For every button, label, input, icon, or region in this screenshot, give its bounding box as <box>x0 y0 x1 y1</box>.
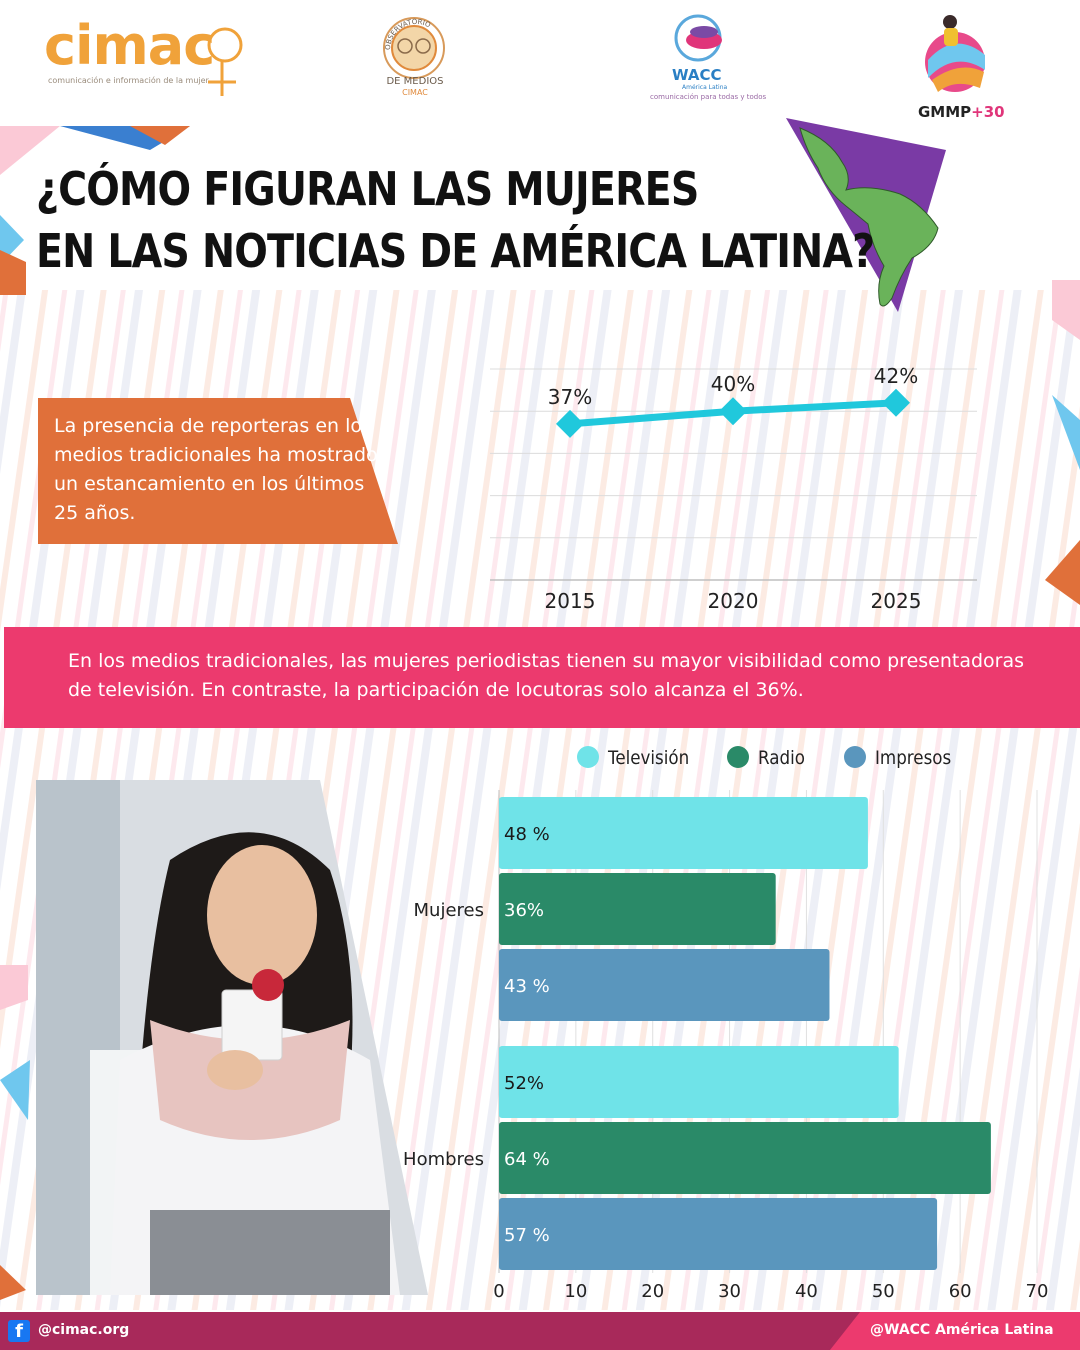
footer-handle-left[interactable]: @cimac.org <box>38 1322 130 1338</box>
gmmp-logo <box>925 15 985 92</box>
bar-value-label: 57 % <box>504 1225 550 1246</box>
legend-label: Televisión <box>607 747 689 769</box>
bar <box>499 1122 991 1194</box>
category-label: Hombres <box>403 1149 484 1170</box>
bar <box>499 1046 899 1118</box>
data-point <box>719 397 747 426</box>
gmmp-suffix: +30 <box>971 103 1005 121</box>
data-label: 42% <box>874 364 918 388</box>
x-tick-label: 0 <box>493 1281 504 1302</box>
x-tick-label: 10 <box>564 1281 587 1302</box>
legend-swatch <box>727 746 749 768</box>
cimac-logo-text: cimac <box>44 14 215 77</box>
footer-handle-right[interactable]: @WACC América Latina <box>870 1322 1054 1338</box>
bar-value-label: 43 % <box>504 976 550 997</box>
bar-value-label: 48 % <box>504 824 550 845</box>
gmmp-label: GMMP <box>918 103 972 121</box>
bar <box>499 949 830 1021</box>
x-tick-label: 70 <box>1026 1281 1049 1302</box>
x-tick-label: 2020 <box>708 589 759 613</box>
x-tick-label: 50 <box>872 1281 895 1302</box>
x-tick-label: 2025 <box>871 589 922 613</box>
gmmp-logo-text: GMMP+30 <box>918 103 1005 121</box>
bar-value-label: 52% <box>504 1073 544 1094</box>
legend-swatch <box>844 746 866 768</box>
observatorio-caption-cimac: CIMAC <box>402 88 428 97</box>
cimac-subtitle: comunicación e información de la mujer <box>48 76 209 85</box>
bar <box>499 797 868 869</box>
observatorio-logo <box>383 17 445 79</box>
latin-america-map <box>786 118 946 312</box>
pink-band <box>4 627 1080 728</box>
facebook-icon[interactable]: f <box>8 1320 30 1342</box>
data-label: 40% <box>711 372 755 396</box>
legend-label: Impresos <box>875 747 951 769</box>
observatorio-caption: DE MEDIOS <box>386 76 444 87</box>
callout-box <box>38 398 398 544</box>
data-label: 37% <box>548 385 592 409</box>
wacc-logo <box>674 14 722 62</box>
observatorio-arc-label: OBSERVATORIO <box>384 18 432 50</box>
legend-swatch <box>577 746 599 768</box>
title-line-2: EN LAS NOTICIAS DE AMÉRICA LATINA? <box>36 224 875 278</box>
wacc-region: América Latina <box>682 84 728 91</box>
wacc-tagline: comunicación para todas y todos <box>650 93 767 101</box>
x-tick-label: 40 <box>795 1281 818 1302</box>
x-tick-label: 30 <box>718 1281 741 1302</box>
legend-label: Radio <box>758 747 805 769</box>
x-tick-label: 20 <box>641 1281 664 1302</box>
reporter-photo <box>36 780 428 1295</box>
data-point <box>882 388 910 417</box>
x-tick-label: 60 <box>949 1281 972 1302</box>
band-text: En los medios tradicionales, las mujeres… <box>68 650 1025 701</box>
title-line-1: ¿CÓMO FIGURAN LAS MUJERES <box>36 162 699 216</box>
wacc-logo-text: WACC <box>672 66 722 84</box>
cimac-logo <box>207 27 243 96</box>
x-tick-label: 2015 <box>545 589 596 613</box>
page-title: ¿CÓMO FIGURAN LAS MUJERES EN LAS NOTICIA… <box>36 158 875 282</box>
bar <box>499 873 776 945</box>
bar-chart: Televisión Radio Impresos 0 10 20 30 40 50 60 70 48… <box>403 746 1049 1302</box>
observatorio-arc-text: OBSERVATORIO <box>384 18 432 50</box>
data-point <box>556 409 584 438</box>
category-label: Mujeres <box>414 900 484 921</box>
bar <box>499 1198 938 1270</box>
svg-text:OBSERVATORIO: OBSERVATORIO <box>384 18 432 50</box>
bar-value-label: 64 % <box>504 1149 550 1170</box>
bar-value-label: 36% <box>504 900 544 921</box>
callout-text: La presencia de reporteras en los medios… <box>54 415 378 524</box>
line-chart: 37% 2015 40% 2020 42% 2025 <box>490 364 977 613</box>
